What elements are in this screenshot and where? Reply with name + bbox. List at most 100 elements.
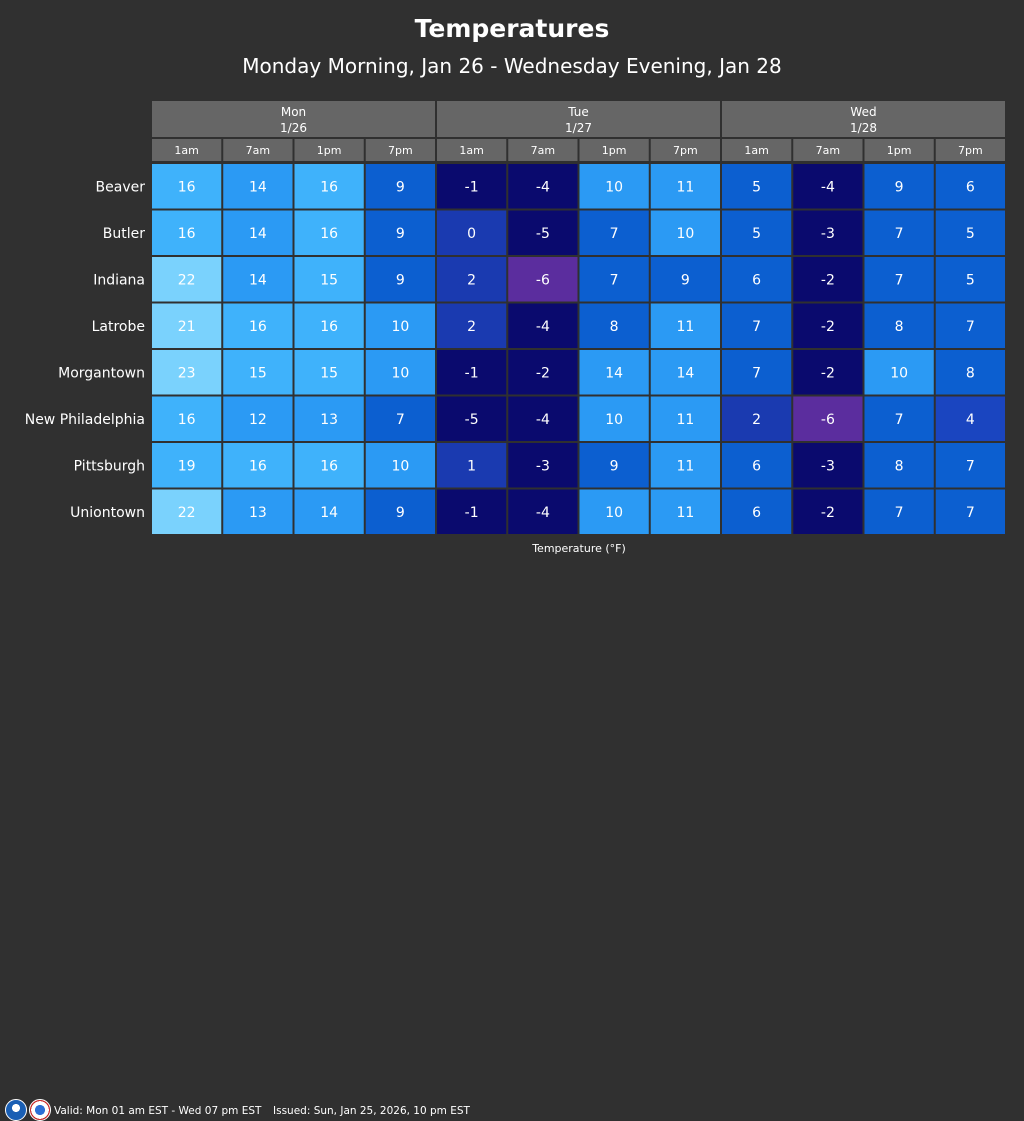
heatmap-cell (793, 396, 863, 441)
cell-value-label: -2 (821, 272, 835, 288)
unit-label: Temperature (°F) (532, 542, 626, 555)
cell-value-label: -6 (821, 412, 835, 428)
issued-time-text: Issued: Sun, Jan 25, 2026, 10 pm EST (273, 1105, 470, 1117)
heatmap-cell (294, 303, 364, 348)
cell-value-label: 7 (966, 458, 975, 474)
heatmap-cell (365, 257, 435, 302)
heatmap-cell (864, 210, 934, 255)
heatmap-cell (223, 210, 293, 255)
heatmap-cell (508, 396, 578, 441)
cell-value-label: -4 (536, 319, 550, 335)
heatmap-cell (864, 489, 934, 534)
cell-value-label: 2 (752, 412, 761, 428)
cell-value-label: 14 (249, 179, 267, 195)
heatmap-cell (508, 210, 578, 255)
cell-value-label: 2 (467, 319, 476, 335)
heatmap-cell (864, 443, 934, 488)
cell-value-label: 16 (320, 226, 338, 242)
heatmap-cell (152, 210, 222, 255)
row-label: Indiana (93, 272, 145, 288)
day-date-label: 1/28 (850, 121, 877, 135)
heatmap-cell (650, 210, 720, 255)
cell-value-label: 10 (605, 179, 623, 195)
time-label: 7am (531, 144, 555, 157)
time-label: 7pm (958, 144, 983, 157)
heatmap-cell (223, 443, 293, 488)
heatmap-cell (579, 350, 649, 395)
heatmap-cell (864, 257, 934, 302)
cell-value-label: 19 (178, 458, 196, 474)
heatmap-cell (152, 350, 222, 395)
heatmap-cell (650, 164, 720, 209)
heatmap-cell (294, 350, 364, 395)
cell-value-label: 5 (752, 179, 761, 195)
heatmap-cell (294, 164, 364, 209)
cell-value-label: 13 (320, 412, 338, 428)
cell-value-label: 10 (890, 365, 908, 381)
chart-title: Temperatures (414, 14, 610, 43)
day-name-label: Tue (567, 105, 589, 119)
cell-value-label: 10 (605, 505, 623, 521)
cell-value-label: 9 (895, 179, 904, 195)
heatmap-cell (294, 257, 364, 302)
heatmap-cell (935, 443, 1005, 488)
heatmap-cell (365, 396, 435, 441)
heatmap-cell (722, 257, 792, 302)
heatmap-cell (152, 396, 222, 441)
heatmap-cell (152, 443, 222, 488)
time-header-cell (294, 139, 364, 161)
heatmap-cell (223, 303, 293, 348)
time-label: 7pm (388, 144, 413, 157)
heatmap-cell (722, 489, 792, 534)
heatmap-cell (223, 164, 293, 209)
cell-value-label: 7 (610, 226, 619, 242)
day-header-cell (152, 101, 435, 137)
cell-value-label: 7 (966, 505, 975, 521)
time-header-cell (152, 139, 222, 161)
cell-value-label: 22 (178, 272, 196, 288)
cell-value-label: 10 (391, 319, 409, 335)
heatmap-cell (793, 350, 863, 395)
cell-value-label: 5 (752, 226, 761, 242)
row-labels: Beaver Butler Indiana Latrobe Morgantown New … (25, 179, 146, 521)
cell-value-label: -5 (465, 412, 479, 428)
heatmap-cell (864, 303, 934, 348)
time-header-cell (935, 139, 1005, 161)
cell-value-label: -2 (821, 319, 835, 335)
time-header-cell (864, 139, 934, 161)
heatmap-cell (508, 303, 578, 348)
cell-value-label: 16 (320, 458, 338, 474)
heatmap-cell (864, 350, 934, 395)
heatmap-cell (508, 257, 578, 302)
heatmap-cell (793, 443, 863, 488)
cell-value-label: 7 (610, 272, 619, 288)
cell-value-label: 16 (178, 179, 196, 195)
heatmap-cell (650, 489, 720, 534)
cell-value-label: 23 (178, 365, 196, 381)
cell-value-label: 7 (966, 319, 975, 335)
cell-value-label: 16 (178, 226, 196, 242)
row-label: Morgantown (58, 365, 145, 381)
heatmap-cell (722, 350, 792, 395)
time-label: 1pm (887, 144, 912, 157)
cell-value-label: 9 (610, 458, 619, 474)
cell-value-label: 7 (752, 319, 761, 335)
temperature-heatmap: Mon 1/26 Tue 1/27 Wed 1/28 1am 7am 1pm 7pm 1am 7am… (25, 101, 1005, 534)
row-label: New Philadelphia (25, 412, 145, 428)
heatmap-cell (935, 303, 1005, 348)
heatmap-cell (864, 164, 934, 209)
nws-logo-icon (29, 1099, 51, 1121)
heatmap-cell (294, 443, 364, 488)
row-label: Pittsburgh (74, 458, 145, 474)
cell-value-label: 15 (320, 272, 338, 288)
cell-value-label: 11 (676, 458, 694, 474)
cell-value-label: -4 (536, 179, 550, 195)
heatmap-cell (935, 257, 1005, 302)
cell-value-label: 7 (895, 505, 904, 521)
cell-value-label: 12 (249, 412, 267, 428)
heatmap-cell (437, 350, 507, 395)
heatmap-cell (579, 396, 649, 441)
heatmap-cell (365, 303, 435, 348)
heatmap-cells: 16 14 16 9 -1 -4 10 11 5 -4 9 616 14 16 9 0 -5 7 10 5 -3 7 522… (152, 164, 1005, 534)
day-date-label: 1/27 (565, 121, 592, 135)
